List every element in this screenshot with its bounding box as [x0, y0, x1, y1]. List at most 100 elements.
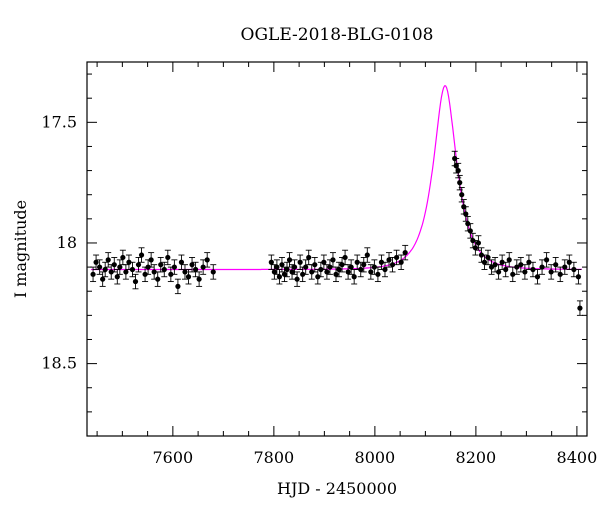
data-point: [475, 235, 482, 251]
data-marker: [297, 259, 303, 265]
data-point: [371, 259, 378, 275]
data-marker: [393, 254, 400, 261]
data-point: [543, 252, 550, 268]
y-tick-label: 18: [57, 233, 77, 252]
data-point: [481, 254, 488, 270]
data-marker: [455, 167, 461, 174]
data-point: [111, 256, 118, 273]
data-point: [495, 264, 502, 280]
data-marker: [336, 266, 342, 273]
data-marker: [120, 254, 126, 261]
data-marker: [93, 259, 99, 265]
data-marker: [111, 262, 117, 268]
data-marker: [453, 163, 459, 169]
data-point: [360, 256, 367, 273]
data-marker: [342, 254, 348, 261]
data-point: [499, 254, 506, 270]
data-marker: [294, 276, 300, 282]
data-marker: [129, 266, 136, 273]
data-marker: [281, 271, 288, 277]
data-marker: [276, 274, 283, 280]
data-point: [116, 259, 123, 275]
data-marker: [496, 269, 502, 275]
data-point: [472, 240, 479, 256]
data-point: [357, 261, 364, 278]
data-marker: [351, 274, 357, 280]
data-marker: [389, 262, 396, 268]
data-marker: [102, 266, 108, 273]
data-marker: [375, 271, 381, 277]
data-marker: [330, 257, 336, 263]
data-marker: [306, 254, 312, 261]
data-marker: [382, 266, 388, 273]
data-marker: [577, 305, 583, 311]
data-point: [548, 264, 555, 280]
y-tick-label: 18.5: [41, 354, 77, 373]
data-point: [317, 261, 324, 278]
data-marker: [151, 269, 157, 275]
data-marker: [398, 259, 404, 265]
data-marker: [175, 283, 181, 289]
x-tick-label: 8400: [557, 448, 598, 467]
x-tick-label: 8200: [456, 448, 497, 467]
data-marker: [303, 264, 309, 270]
data-marker: [566, 259, 572, 265]
data-marker: [557, 271, 563, 277]
data-point: [299, 266, 306, 283]
data-point: [135, 256, 142, 273]
data-point: [485, 249, 492, 266]
data-point: [502, 261, 509, 278]
x-axis-label: HJD - 2450000: [277, 479, 397, 498]
data-marker: [571, 266, 577, 273]
data-marker: [506, 257, 512, 263]
data-marker: [312, 262, 318, 268]
data-marker: [182, 269, 188, 275]
data-marker: [548, 269, 554, 275]
data-marker: [364, 252, 370, 258]
data-point: [506, 252, 513, 268]
data-point: [102, 261, 109, 278]
data-marker: [286, 257, 293, 263]
data-marker: [481, 259, 488, 265]
data-point: [332, 266, 339, 283]
data-marker: [148, 257, 154, 263]
data-point: [99, 271, 106, 287]
data-marker: [204, 257, 210, 263]
data-point: [302, 259, 309, 275]
data-point: [185, 269, 192, 285]
data-marker: [200, 264, 206, 270]
data-marker: [510, 271, 516, 277]
plot-frame: [86, 61, 588, 437]
data-marker: [289, 269, 295, 275]
x-tick-label: 7800: [254, 448, 295, 467]
data-marker: [171, 264, 177, 270]
data-marker: [534, 274, 541, 280]
data-point: [132, 273, 139, 290]
data-point: [576, 300, 583, 316]
data-marker: [178, 259, 185, 265]
data-point: [181, 264, 188, 280]
data-point: [517, 256, 524, 273]
axis-ticks: 7600 7800 8000 8200 8400 17.5 18 18.5: [41, 62, 597, 467]
data-marker: [196, 276, 202, 282]
data-marker: [562, 264, 568, 270]
data-point: [148, 252, 155, 268]
data-point: [575, 269, 582, 285]
data-marker: [108, 269, 114, 275]
data-marker: [117, 264, 123, 270]
y-axis-label: I magnitude: [11, 200, 30, 298]
data-marker: [518, 262, 524, 268]
data-point: [154, 271, 161, 287]
data-point: [192, 261, 199, 278]
data-marker: [348, 264, 354, 270]
data-marker: [155, 276, 161, 282]
data-marker: [268, 259, 274, 265]
data-point: [381, 261, 388, 278]
data-marker: [459, 192, 465, 198]
data-marker: [210, 269, 216, 275]
data-point: [513, 259, 520, 275]
data-point: [196, 271, 203, 287]
data-marker: [475, 240, 482, 246]
data-marker: [114, 274, 120, 280]
